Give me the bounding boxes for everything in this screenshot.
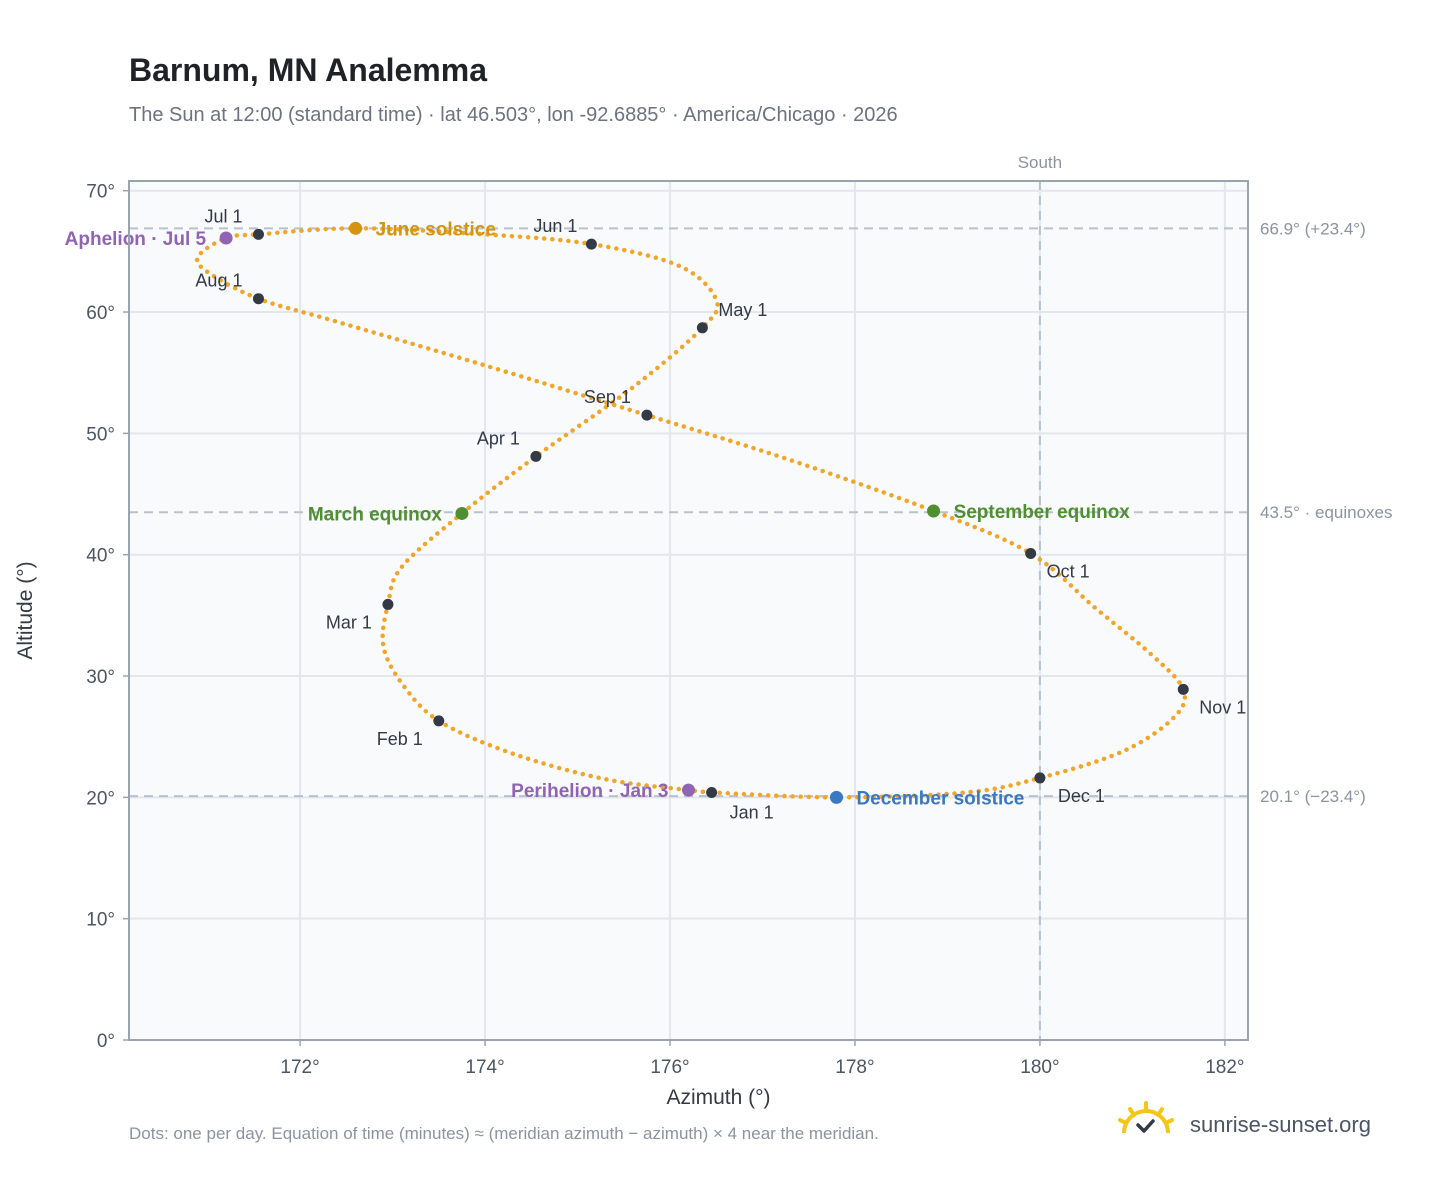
brand-logo[interactable]: sunrise-sunset.org xyxy=(1118,1100,1418,1150)
y-tick-label: 40° xyxy=(86,546,115,567)
meridian-label: South xyxy=(1018,153,1062,172)
month-label: Jun 1 xyxy=(533,216,577,236)
y-tick-label: 10° xyxy=(86,910,115,931)
y-tick-label: 50° xyxy=(86,424,115,445)
y-axis-title: Altitude (°) xyxy=(14,561,37,659)
month-label: May 1 xyxy=(718,300,767,320)
plot-frame xyxy=(128,180,1249,1041)
month-label: Oct 1 xyxy=(1047,561,1090,581)
month-dot xyxy=(252,228,264,240)
x-tick-label: 178° xyxy=(835,1057,874,1078)
event-label: September equinox xyxy=(954,502,1131,523)
plot-area xyxy=(129,181,1248,1040)
month-label: Mar 1 xyxy=(326,612,372,632)
month-label: Apr 1 xyxy=(477,428,520,448)
month-dot xyxy=(706,786,718,798)
reference-line-label: 43.5° · equinoxes xyxy=(1260,503,1393,522)
x-tick-label: 172° xyxy=(280,1057,319,1078)
month-dot xyxy=(1025,547,1037,559)
event-markers: June solstice December solstice March equi… xyxy=(65,219,1131,809)
x-tick-label: 182° xyxy=(1205,1057,1244,1078)
month-dot xyxy=(252,293,264,305)
event-label: June solstice xyxy=(376,219,496,240)
month-label: Jul 1 xyxy=(204,206,242,226)
y-tick-label: 60° xyxy=(86,303,115,324)
event-dot xyxy=(927,504,941,518)
month-markers: Jan 1 Feb 1 Mar 1 Apr 1 May 1 Jun 1 Jul 1 Aug 1… xyxy=(195,206,1246,822)
meridian-line: South xyxy=(1018,153,1062,1040)
event-label: March equinox xyxy=(308,504,443,525)
chart-subtitle: The Sun at 12:00 (standard time) · lat 4… xyxy=(129,104,898,126)
month-label: Feb 1 xyxy=(377,729,423,749)
reference-lines: 66.9° (+23.4°) 43.5° · equinoxes 20.1° (−2… xyxy=(129,219,1393,806)
x-tick-label: 180° xyxy=(1020,1057,1059,1078)
brand-name: sunrise-sunset.org xyxy=(1190,1112,1371,1137)
event-label: December solstice xyxy=(856,788,1024,809)
month-label: Jan 1 xyxy=(730,802,774,822)
month-label: Nov 1 xyxy=(1199,697,1246,717)
month-dot xyxy=(641,409,653,421)
x-tick-label: 174° xyxy=(465,1057,504,1078)
y-tick-label: 20° xyxy=(86,788,115,809)
y-tick-label: 0° xyxy=(97,1031,115,1052)
event-dot xyxy=(829,790,843,804)
month-dot xyxy=(696,322,708,334)
footnote: Dots: one per day. Equation of time (min… xyxy=(129,1124,879,1143)
chart-title: Barnum, MN Analemma xyxy=(129,52,487,88)
month-label: Dec 1 xyxy=(1058,786,1105,806)
month-dot xyxy=(433,715,445,727)
event-dot xyxy=(219,231,233,245)
y-tick-label: 30° xyxy=(86,667,115,688)
x-axis-title: Azimuth (°) xyxy=(666,1086,770,1109)
reference-line-label: 66.9° (+23.4°) xyxy=(1260,219,1366,238)
month-dot xyxy=(530,450,542,462)
month-dot xyxy=(1177,683,1189,695)
event-dot xyxy=(682,783,695,797)
month-label: Sep 1 xyxy=(584,387,631,407)
month-dot xyxy=(585,238,597,250)
event-dot xyxy=(349,221,363,235)
y-tick-label: 70° xyxy=(86,182,115,203)
event-label: Aphelion · Jul 5 xyxy=(65,229,207,250)
x-tick-label: 176° xyxy=(650,1057,689,1078)
month-dot xyxy=(1034,772,1046,784)
event-dot xyxy=(455,506,469,520)
axes: 172° 174° 176° 178° 180° 182° 0° 10° 20° 30° 40° 50… xyxy=(14,182,1245,1109)
sun-logo-icon xyxy=(1118,1101,1174,1134)
reference-line-label: 20.1° (−23.4°) xyxy=(1260,787,1366,806)
month-label: Aug 1 xyxy=(195,271,242,291)
event-label: Perihelion · Jan 3 xyxy=(511,781,668,802)
month-dot xyxy=(382,598,394,610)
